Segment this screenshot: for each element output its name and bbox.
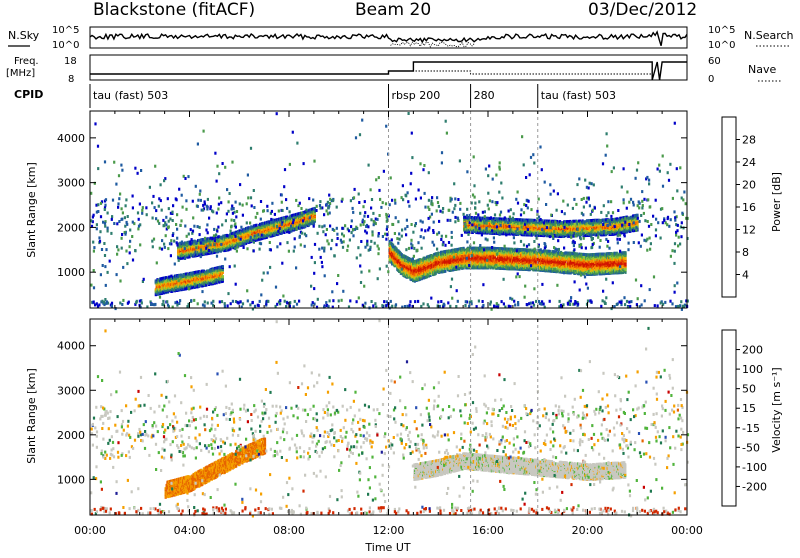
freq-label: Freq. [14,56,39,67]
freq-tick-bottom: 8 [68,74,74,85]
data-cell [222,265,224,268]
nsky-trace [90,32,687,46]
data-cell [444,270,446,273]
cpid-segment-label: tau (fast) 503 [93,89,168,102]
cpid-label: CPID [14,88,43,101]
nsearch-trace [391,42,475,47]
nave-trace [389,71,653,74]
nsky-tick-bottom: 10^0 [52,40,79,51]
freq-tick-top: 18 [64,56,77,67]
nave-tick-top: 60 [708,56,721,67]
cpid-segment-label: rbsp 200 [392,89,441,102]
freq-unit: [MHz] [6,68,35,79]
nsearch-label: N.Search [744,29,794,42]
cpid-segment-label: 280 [474,89,495,102]
nsearch-tick-bottom: 10^0 [708,40,735,51]
nsky-label: N.Sky [8,29,40,42]
data-cell [222,275,224,278]
data-cell [255,224,257,227]
nave-tick-bottom: 0 [708,74,714,85]
nsearch-tick-top: 10^5 [708,25,735,36]
cpid-segment-label: tau (fast) 503 [541,89,616,102]
freq-panel [90,55,687,80]
date-title: 03/Dec/2012 [588,0,697,20]
nave-label: Nave [748,63,776,76]
cpid-row: tau (fast) 503 rbsp 200 280 tau (fast) 503 [90,84,616,108]
beam-title: Beam 20 [355,0,431,20]
station-title: Blackstone (fitACF) [93,0,255,20]
nsky-tick-top: 10^5 [52,25,79,36]
